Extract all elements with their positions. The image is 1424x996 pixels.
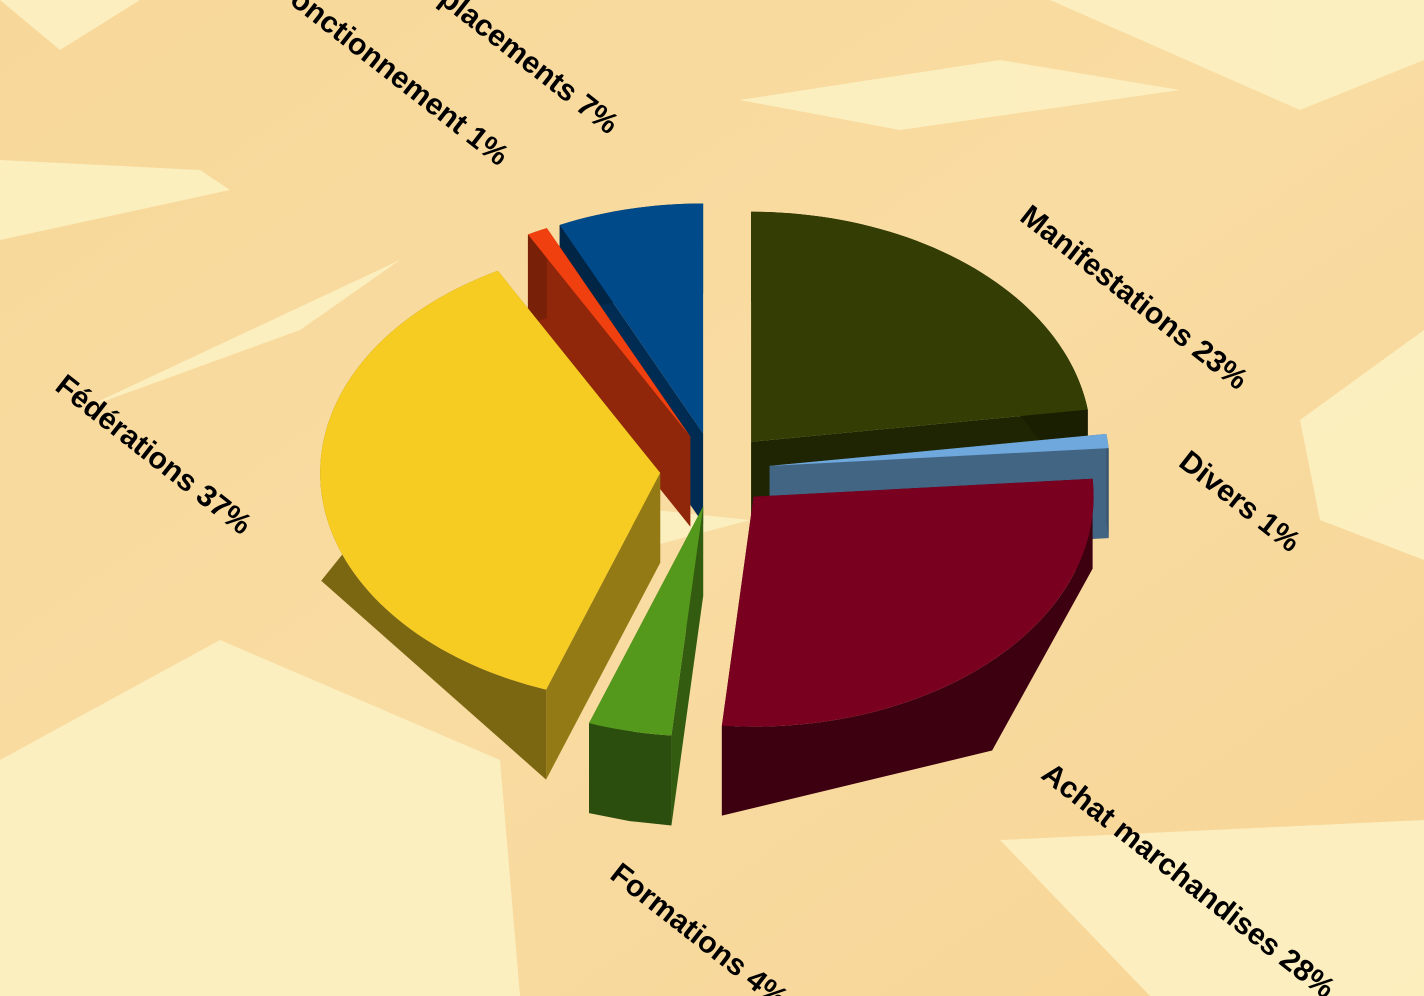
slice (721, 478, 1094, 816)
slice (589, 506, 704, 826)
slice-top (559, 203, 704, 434)
slice-top (320, 270, 661, 690)
slice-wall (721, 478, 1094, 816)
slice-top (769, 433, 1109, 466)
slice-top (721, 478, 1094, 727)
slice-top (751, 211, 1088, 442)
pie (320, 203, 1109, 826)
slice-top (589, 506, 704, 736)
slice-wall (527, 228, 547, 325)
slice (320, 270, 661, 780)
slice (527, 228, 691, 527)
slice-wall (589, 723, 672, 826)
slice-side (546, 472, 661, 780)
slice-top (527, 228, 691, 437)
slice-side (546, 228, 691, 527)
slice-wall (1106, 433, 1109, 539)
